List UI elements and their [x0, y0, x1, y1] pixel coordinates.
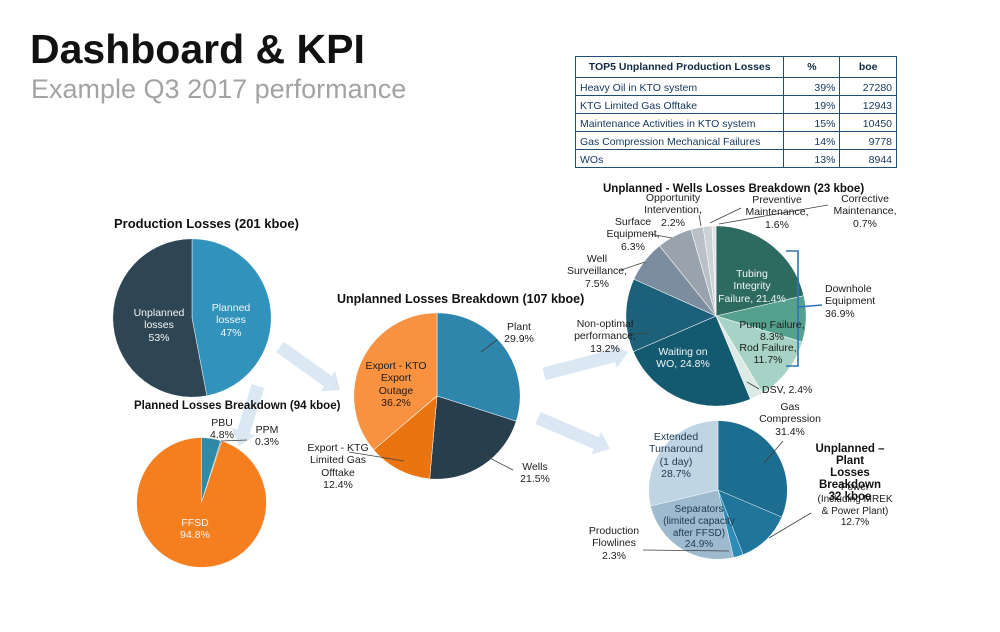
page-subtitle: Example Q3 2017 performance [31, 74, 407, 104]
label-opportunity-intervention: Opportunity Intervention, 2.2% [644, 192, 702, 229]
slice-rod-failure [715, 315, 803, 394]
label-waiting-on-wo: Waiting on WO, 24.8% [656, 346, 710, 371]
label-pump-failure: Pump Failure, 8.3% [739, 319, 805, 344]
label-export-ktg: Export - KTG Limited Gas Offtake 12.4% [307, 442, 369, 492]
label-pbu: PBU 4.8% [210, 417, 234, 442]
table-row: KTG Limited Gas Offtake 19% 12943 [574, 95, 897, 114]
label-ffsd: FFSD 94.8% [180, 517, 210, 542]
label-power: Power (Including MREK & Power Plant) 12.… [817, 482, 893, 529]
slice-ffsd [136, 437, 267, 568]
slice-corrective-maintenance [711, 225, 717, 317]
chart-title-unplanned-breakdown: Unplanned Losses Breakdown (107 kboe) [337, 292, 585, 306]
planned-losses-pie [136, 437, 267, 568]
label-well-surveillance: Well Surveillance, 7.5% [566, 253, 628, 290]
label-rod-failure: Rod Failure, 11.7% [739, 342, 797, 367]
flow-arrow [276, 341, 340, 392]
label-planned-losses: Planned losses 47% [211, 302, 251, 339]
label-ppm: PPM 0.3% [255, 424, 279, 449]
label-export-kto: Export - KTO Export Outage 36.2% [365, 360, 427, 410]
table-row: Maintenance Activities in KTO system 15%… [574, 113, 897, 132]
label-surface-equipment: Surface Equipment, 6.3% [606, 216, 660, 253]
label-tubing-integrity-failure: Tubing Integrity Failure, 21.4% [718, 268, 786, 305]
page-title: Dashboard & KPI [30, 26, 365, 72]
chart-title-wells-breakdown: Unplanned - Wells Losses Breakdown (23 k… [603, 183, 865, 195]
label-wells: Wells 21.5% [520, 461, 550, 486]
label-dsv: DSV, 2.4% [762, 384, 813, 396]
production-losses-pie [112, 238, 272, 398]
slice-separators-limited-capacity-after-ffsd [650, 489, 734, 560]
slice-waiting-on-wo [632, 315, 751, 407]
table-row: Heavy Oil in KTO system 39% 27280 [574, 77, 897, 96]
chart-title-plant-breakdown: Unplanned – Plant Losses Breakdown 32 kb… [815, 443, 885, 503]
label-separators: Separators (limited capacity after FFSD)… [663, 504, 735, 551]
slice-tubing-integrity-failure [715, 225, 805, 317]
chart-title-production-losses: Production Losses (201 kboe) [114, 216, 299, 231]
col-header-boe: boe [839, 56, 897, 78]
slice-export-kto-export-outage [353, 312, 438, 451]
label-corrective-maintenance: Corrective Maintenance, 0.7% [833, 193, 897, 230]
label-plant: Plant 29.9% [504, 321, 534, 346]
col-header-pct: % [783, 56, 841, 78]
unplanned-losses-pie [353, 312, 521, 480]
label-preventive-maintenance: Preventive Maintenance, 1.6% [745, 194, 809, 231]
label-unplanned-losses: Unplanned losses 53% [133, 307, 185, 344]
slice-plant [436, 312, 521, 422]
top5-unplanned-losses-table: TOP5 Unplanned Production Losses % boe H… [574, 56, 897, 168]
col-header-name: TOP5 Unplanned Production Losses [574, 56, 785, 78]
label-gas-compression: Gas Compression 31.4% [759, 401, 821, 438]
label-downhole-equipment: Downhole Equipment 36.9% [825, 283, 876, 320]
table-row: Gas Compression Mechanical Failures 14% … [574, 131, 897, 150]
label-extended-turnaround: Extended Turnaround (1 day) 28.7% [649, 431, 703, 481]
flow-arrow [535, 412, 610, 455]
chart-title-planned-breakdown: Planned Losses Breakdown (94 kboe) [134, 400, 341, 412]
table-header-row: TOP5 Unplanned Production Losses % boe [574, 56, 897, 78]
label-production-flowlines: Production Flowlines 2.3% [588, 525, 640, 562]
slice-unplanned-losses [112, 238, 208, 398]
slice-extended-turnaround-1-day [648, 420, 719, 507]
label-non-optimal-performance: Non-optimal performance, 13.2% [574, 318, 636, 355]
leader-line [709, 207, 742, 224]
table-row: WOs 13% 8944 [574, 149, 897, 168]
